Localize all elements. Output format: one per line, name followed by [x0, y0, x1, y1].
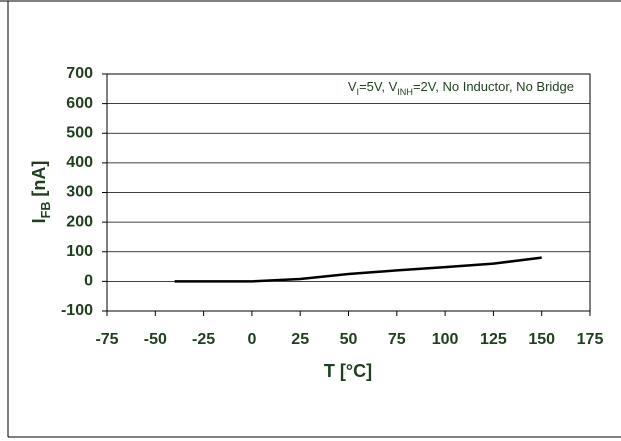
- x-tick-label: 0: [247, 331, 256, 348]
- y-tick-label: 0: [84, 273, 93, 290]
- y-tick-label: -100: [61, 302, 93, 319]
- y-axis-label: IFB [nA]: [29, 161, 54, 224]
- y-tick-label: 600: [66, 95, 93, 112]
- y-tick-label: 100: [66, 243, 93, 260]
- x-tick-label: 75: [388, 331, 406, 348]
- annotation: VI=5V, VINH=2V, No Inductor, No Bridge: [348, 79, 574, 97]
- x-tick-label: 150: [528, 331, 555, 348]
- x-tick-label: 175: [577, 331, 604, 348]
- text-part: [nA]: [29, 161, 49, 202]
- text-part: I: [357, 87, 360, 97]
- y-tick-label: 200: [66, 213, 93, 230]
- x-tick-label: -25: [192, 331, 215, 348]
- x-tick-label: -75: [95, 331, 118, 348]
- y-tick-label: 700: [66, 65, 93, 82]
- x-tick-label: 50: [340, 331, 358, 348]
- x-tick-label: 100: [432, 331, 459, 348]
- text-part: =2V, No Inductor, No Bridge: [413, 79, 574, 94]
- data-line: [174, 256, 542, 283]
- text-part: FB: [39, 202, 53, 219]
- x-tick-label: 25: [291, 331, 309, 348]
- text-part: I: [29, 218, 49, 223]
- x-axis-label: T [°C]: [324, 361, 372, 381]
- y-tick-label: 300: [66, 184, 93, 201]
- text-part: V: [348, 79, 357, 94]
- text-part: =5V, V: [359, 79, 398, 94]
- y-tick-label: 500: [66, 124, 93, 141]
- y-tick-label: 400: [66, 154, 93, 171]
- x-tick-label: 125: [480, 331, 507, 348]
- x-tick-label: -50: [144, 331, 167, 348]
- text-part: INH: [397, 87, 413, 97]
